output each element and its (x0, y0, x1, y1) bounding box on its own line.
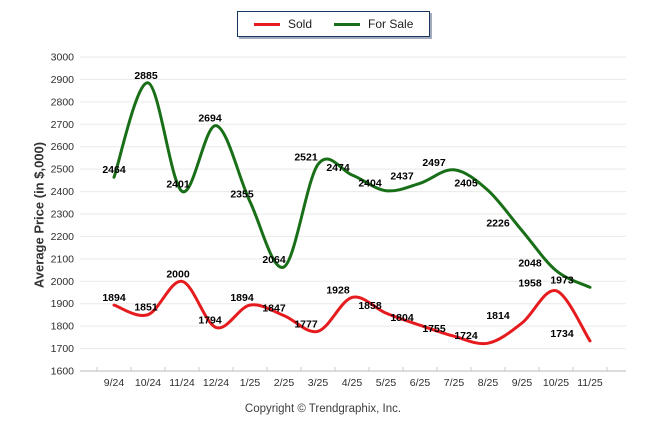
svg-text:2226: 2226 (486, 218, 510, 230)
svg-text:1800: 1800 (51, 321, 75, 333)
x-axis-tick-labels: 9/24 10/24 11/24 12/24 1/25 2/25 3/25 4/25 5/25 6… (104, 377, 603, 389)
svg-text:2401: 2401 (166, 178, 190, 190)
copyright-text: Copyright © Trendgraphix, Inc. (244, 403, 402, 415)
svg-text:2885: 2885 (134, 70, 158, 82)
svg-text:8/25: 8/25 (478, 377, 499, 389)
series-line-for-sale (112, 81, 592, 289)
svg-text:2497: 2497 (422, 157, 446, 169)
svg-text:1858: 1858 (358, 300, 382, 312)
svg-text:1777: 1777 (294, 318, 318, 330)
svg-text:2400: 2400 (51, 186, 75, 198)
svg-text:10/24: 10/24 (135, 377, 161, 389)
svg-text:1973: 1973 (550, 274, 574, 286)
legend-label-for-sale: For Sale (368, 17, 414, 31)
svg-text:1894: 1894 (230, 292, 254, 304)
y-axis-tick-labels: 1600 1700 1800 1900 2000 2100 2200 2300 2400 2500… (51, 52, 75, 378)
chart-legend: Sold For Sale (237, 11, 431, 37)
svg-text:5/25: 5/25 (376, 377, 397, 389)
svg-text:6/25: 6/25 (410, 377, 431, 389)
svg-text:1894: 1894 (102, 292, 126, 304)
svg-text:2464: 2464 (102, 164, 126, 176)
svg-text:4/25: 4/25 (342, 377, 363, 389)
data-labels-for-sale: 2464 2885 2401 2694 2355 2064 2521 2474 2404 2437… (102, 70, 574, 287)
sold-line-swatch (254, 22, 280, 26)
svg-text:3/25: 3/25 (308, 377, 329, 389)
svg-text:7/25: 7/25 (444, 377, 465, 389)
y-axis-title: Average Price (in $,000) (31, 141, 47, 289)
svg-text:2900: 2900 (51, 74, 75, 86)
svg-text:1814: 1814 (486, 310, 510, 322)
svg-text:2474: 2474 (326, 162, 350, 174)
svg-text:2800: 2800 (51, 96, 75, 108)
svg-text:2521: 2521 (294, 151, 318, 163)
svg-text:1/25: 1/25 (240, 377, 261, 389)
for-sale-line-swatch (334, 22, 361, 26)
svg-text:1847: 1847 (262, 303, 286, 315)
svg-text:2600: 2600 (51, 141, 75, 153)
svg-text:2000: 2000 (166, 268, 190, 280)
svg-text:1755: 1755 (422, 323, 446, 335)
svg-text:1724: 1724 (454, 330, 478, 342)
svg-text:2048: 2048 (518, 258, 542, 270)
svg-text:2300: 2300 (51, 209, 75, 221)
svg-text:11/24: 11/24 (169, 377, 195, 389)
svg-text:2100: 2100 (51, 253, 75, 265)
svg-text:3000: 3000 (51, 52, 75, 64)
svg-text:2437: 2437 (390, 170, 414, 182)
svg-text:1700: 1700 (51, 343, 75, 355)
gridlines (80, 56, 626, 372)
svg-text:1900: 1900 (51, 298, 75, 310)
svg-text:10/25: 10/25 (543, 377, 569, 389)
svg-text:2064: 2064 (262, 254, 286, 266)
svg-text:11/25: 11/25 (577, 377, 603, 389)
series-line-sold (112, 279, 592, 346)
svg-text:9/24: 9/24 (104, 377, 125, 389)
legend-item-sold: Sold (254, 17, 312, 31)
svg-text:2000: 2000 (51, 276, 75, 288)
svg-text:2405: 2405 (454, 177, 478, 189)
legend-item-for-sale: For Sale (334, 17, 413, 31)
svg-text:1794: 1794 (198, 314, 222, 326)
svg-text:12/24: 12/24 (203, 377, 229, 389)
x-axis-ticks (96, 367, 608, 371)
svg-text:2694: 2694 (198, 113, 222, 125)
svg-text:2200: 2200 (51, 231, 75, 243)
legend-label-sold: Sold (288, 17, 313, 31)
svg-text:1804: 1804 (390, 312, 414, 324)
svg-text:1928: 1928 (326, 284, 350, 296)
svg-text:2700: 2700 (51, 119, 75, 131)
svg-text:2500: 2500 (51, 164, 75, 176)
svg-text:1851: 1851 (134, 302, 158, 314)
data-labels-sold: 1894 1851 2000 1794 1894 1847 1777 1928 1858 1804… (102, 268, 574, 342)
svg-text:1734: 1734 (550, 328, 574, 340)
svg-text:2355: 2355 (230, 189, 254, 201)
svg-text:2/25: 2/25 (274, 377, 295, 389)
svg-text:1600: 1600 (51, 366, 75, 378)
svg-text:9/25: 9/25 (512, 377, 533, 389)
svg-text:2404: 2404 (358, 178, 382, 190)
svg-text:1958: 1958 (518, 278, 542, 290)
